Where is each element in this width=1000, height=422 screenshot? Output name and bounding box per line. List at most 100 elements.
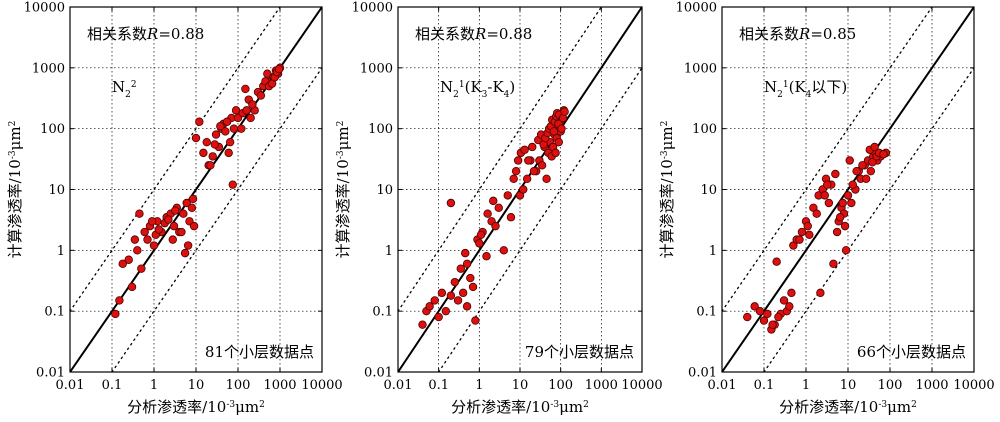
y-tick-label: 10000 — [24, 1, 65, 16]
data-point — [511, 166, 521, 176]
data-point — [468, 282, 478, 292]
data-point — [137, 264, 146, 273]
y-tick-label: 10 — [700, 183, 717, 198]
y-tick-label: 1000 — [684, 61, 717, 76]
data-point — [202, 137, 211, 147]
data-point — [466, 273, 475, 283]
x-tick-label: 1000 — [263, 378, 296, 393]
data-point — [462, 259, 472, 269]
y-axis-label: 计算渗透率/10-3μm2 — [658, 121, 676, 259]
x-tick-label: 100 — [548, 378, 573, 393]
upper-bound-line — [398, 7, 602, 312]
data-point — [191, 133, 201, 143]
data-point — [489, 196, 498, 206]
y-tick-label: 0.1 — [44, 305, 65, 320]
data-point — [759, 316, 769, 325]
data-point — [458, 288, 468, 298]
data-point — [768, 320, 777, 329]
x-tick-label: 1 — [150, 378, 158, 393]
data-point — [861, 174, 871, 183]
data-point — [519, 185, 528, 194]
data-point — [779, 296, 789, 305]
upper-bound-line — [722, 7, 933, 312]
data-point — [503, 191, 512, 200]
data-point — [182, 198, 191, 208]
data-point — [199, 148, 208, 158]
data-count-label: 79个小层数据点 — [525, 343, 634, 361]
layer-label: N21(K4以下) — [764, 78, 847, 100]
data-point — [169, 221, 179, 231]
data-point — [177, 227, 186, 237]
data-point — [180, 248, 190, 258]
data-point — [848, 180, 857, 189]
data-point — [835, 213, 845, 222]
data-point — [168, 235, 177, 244]
data-point — [755, 306, 765, 316]
data-point — [461, 248, 470, 258]
y-tick-label: 0.1 — [696, 305, 717, 320]
data-point — [149, 241, 159, 250]
data-point — [845, 156, 854, 165]
y-tick-label: 0.01 — [36, 366, 65, 381]
data-point — [211, 130, 221, 139]
x-tick-label: 100 — [878, 378, 903, 393]
data-point — [499, 246, 509, 255]
data-point — [870, 142, 879, 152]
data-point — [274, 64, 284, 74]
x-tick-label: 1000 — [585, 378, 618, 393]
lower-bound-line — [438, 67, 642, 372]
data-point — [246, 113, 255, 123]
y-tick-label: 100 — [40, 122, 65, 137]
lower-bound-line — [763, 67, 974, 372]
data-point — [453, 296, 463, 305]
data-point — [829, 259, 838, 269]
y-tick-label: 0.1 — [372, 305, 393, 320]
y-tick-label: 100 — [368, 122, 393, 137]
data-point — [241, 84, 250, 94]
y-tick-label: 1 — [709, 244, 717, 259]
data-point — [522, 174, 532, 183]
data-point — [263, 69, 272, 78]
data-point — [554, 137, 564, 147]
data-point — [140, 227, 149, 237]
data-point — [256, 91, 266, 100]
data-point — [513, 156, 523, 165]
data-point — [475, 239, 484, 248]
data-point — [847, 198, 856, 208]
data-point — [797, 227, 807, 237]
data-point — [858, 161, 867, 170]
x-tick-label: 10000 — [301, 378, 342, 393]
correlation-label: 相关系数R=0.85 — [739, 25, 856, 43]
data-point — [216, 121, 225, 131]
reference-lines — [70, 7, 322, 372]
data-point — [130, 235, 140, 244]
data-point — [462, 302, 472, 311]
data-point — [823, 180, 832, 189]
data-point — [450, 277, 460, 287]
data-point — [838, 198, 847, 208]
one-to-one-line — [70, 7, 322, 372]
data-point — [221, 127, 230, 136]
data-point — [187, 203, 197, 213]
data-point — [774, 312, 783, 322]
data-point — [520, 145, 529, 154]
upper-bound-line — [70, 7, 281, 312]
chart-panel-2: 0.01 0.1 1 10 100 1000 100000.010.111010010001… — [334, 1, 663, 417]
data-point — [549, 127, 559, 136]
data-point — [509, 174, 518, 183]
data-count-label: 81个小层数据点 — [205, 343, 314, 361]
data-point — [208, 152, 217, 161]
y-tick-label: 0.01 — [688, 366, 717, 381]
data-point — [763, 309, 772, 319]
x-tick-label: 10 — [840, 378, 857, 393]
y-tick-label: 1000 — [360, 61, 393, 76]
data-point — [188, 194, 198, 204]
data-point — [229, 124, 239, 133]
correlation-label: 相关系数R=0.88 — [87, 25, 204, 43]
correlation-label: 相关系数R=0.88 — [415, 25, 532, 43]
data-point — [456, 264, 465, 273]
y-tick-label: 1 — [57, 244, 65, 259]
y-tick-label: 10000 — [352, 1, 393, 16]
data-point — [430, 296, 439, 305]
x-tick-label: 0.01 — [56, 378, 85, 393]
